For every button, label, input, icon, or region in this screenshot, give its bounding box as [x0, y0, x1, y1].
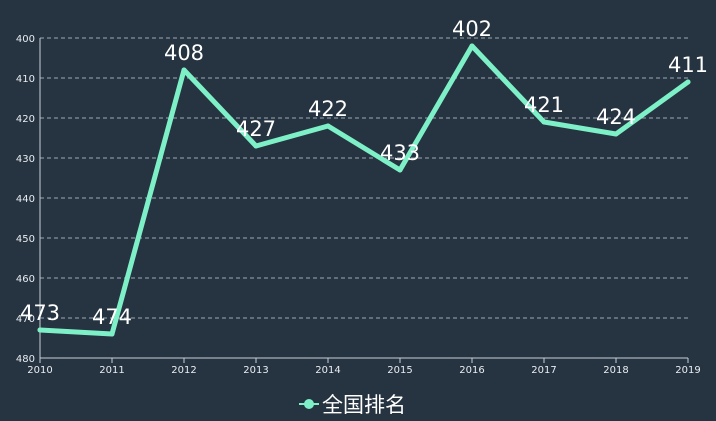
- legend-marker: [304, 399, 314, 409]
- y-tick-label: 470: [16, 314, 35, 325]
- x-tick-label: 2012: [171, 365, 196, 376]
- data-label: 427: [236, 117, 276, 141]
- y-tick-label: 430: [16, 154, 35, 165]
- y-tick-label: 410: [16, 74, 35, 85]
- data-label: 422: [308, 97, 348, 121]
- x-tick-label: 2017: [531, 365, 556, 376]
- y-tick-label: 460: [16, 274, 35, 285]
- data-point: [109, 331, 115, 337]
- x-tick-label: 2010: [27, 365, 52, 376]
- x-tick-label: 2011: [99, 365, 124, 376]
- x-tick-label: 2019: [675, 365, 700, 376]
- y-tick-label: 440: [16, 194, 35, 205]
- data-label: 402: [452, 17, 492, 41]
- series-line: [37, 43, 691, 337]
- data-label: 433: [380, 141, 420, 165]
- x-tick-label: 2014: [315, 365, 340, 376]
- data-label: 421: [524, 93, 564, 117]
- x-tick-label: 2013: [243, 365, 268, 376]
- legend-label: 全国排名: [322, 393, 406, 417]
- y-tick-label: 480: [16, 354, 35, 365]
- data-label: 424: [596, 105, 636, 129]
- data-point: [37, 327, 43, 333]
- x-tick-label: 2016: [459, 365, 484, 376]
- data-point: [253, 143, 259, 149]
- data-point: [181, 67, 187, 73]
- data-label: 411: [668, 53, 708, 77]
- x-tick-label: 2018: [603, 365, 628, 376]
- data-label: 473: [20, 301, 60, 325]
- data-point: [685, 79, 691, 85]
- data-label: 408: [164, 41, 204, 65]
- y-tick-label: 450: [16, 234, 35, 245]
- data-point: [325, 123, 331, 129]
- data-point: [541, 119, 547, 125]
- x-tick-label: 2015: [387, 365, 412, 376]
- data-point: [613, 131, 619, 137]
- data-point: [397, 167, 403, 173]
- data-label: 474: [92, 305, 132, 329]
- data-point: [469, 43, 475, 49]
- y-tick-label: 420: [16, 114, 35, 125]
- y-tick-label: 400: [16, 34, 35, 45]
